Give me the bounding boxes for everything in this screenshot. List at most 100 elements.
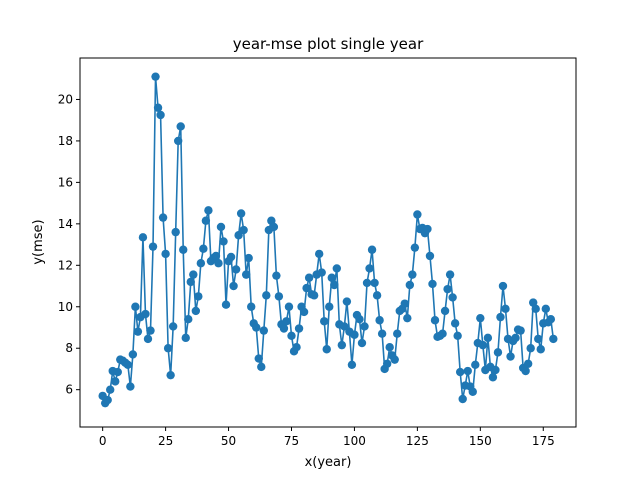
data-point <box>106 385 115 394</box>
data-point <box>405 280 415 290</box>
x-tick-label: 175 <box>532 434 555 448</box>
data-point <box>478 340 488 350</box>
data-point <box>201 216 211 225</box>
data-point <box>393 329 402 338</box>
data-point <box>423 224 432 234</box>
data-point <box>163 344 173 353</box>
data-point <box>476 313 485 323</box>
data-point <box>443 284 452 294</box>
data-point <box>365 264 374 273</box>
data-point <box>438 329 447 338</box>
data-point <box>448 293 457 302</box>
x-tick-label: 150 <box>469 434 492 448</box>
data-point <box>231 265 241 274</box>
data-point <box>274 292 284 301</box>
y-tick-label: 14 <box>58 217 73 231</box>
data-point <box>287 331 296 340</box>
data-point <box>362 278 372 288</box>
plot-area <box>98 72 558 408</box>
y-axis-ticks: 6 8 10 12 14 16 18 20 <box>58 92 80 397</box>
data-point <box>471 360 480 370</box>
data-point <box>322 345 331 354</box>
data-point <box>521 366 530 376</box>
data-point <box>148 242 158 251</box>
data-point <box>304 273 314 282</box>
data-point <box>176 122 185 131</box>
data-point <box>413 210 422 219</box>
data-point <box>342 297 352 306</box>
data-point <box>408 270 417 279</box>
data-point <box>536 345 545 354</box>
y-axis-label: y(mse) <box>31 219 46 264</box>
data-point <box>141 309 150 319</box>
data-point <box>184 315 193 324</box>
data-point <box>168 322 178 331</box>
data-point <box>161 249 170 259</box>
data-point <box>239 225 248 235</box>
data-point <box>131 302 140 311</box>
data-point <box>534 334 543 344</box>
data-point <box>279 324 289 333</box>
axes-frame <box>79 57 577 428</box>
data-point <box>360 322 369 331</box>
data-point <box>501 304 510 314</box>
y-tick-label: 8 <box>65 341 73 355</box>
data-point <box>377 329 387 338</box>
data-point <box>259 326 268 335</box>
data-point <box>262 291 271 300</box>
data-point <box>350 330 359 339</box>
y-tick-label: 16 <box>58 175 73 189</box>
data-point <box>440 306 450 316</box>
data-point <box>173 136 183 146</box>
data-point <box>214 259 223 268</box>
data-point <box>111 377 120 386</box>
data-point <box>511 333 520 343</box>
data-point <box>337 340 347 350</box>
data-point <box>428 279 437 289</box>
data-point <box>531 304 540 314</box>
data-point <box>403 313 412 323</box>
data-point <box>468 387 477 396</box>
data-point <box>156 110 165 120</box>
data-point <box>294 324 304 333</box>
data-point <box>196 259 206 268</box>
data-point <box>526 344 535 353</box>
data-point <box>143 334 153 344</box>
x-tick-label: 25 <box>158 434 173 448</box>
data-point <box>430 316 440 325</box>
data-point <box>453 331 462 340</box>
data-point <box>498 281 508 291</box>
data-point <box>458 394 467 404</box>
data-point <box>325 302 334 311</box>
data-point <box>133 327 143 336</box>
data-point <box>445 270 455 279</box>
x-axis-label: x(year) <box>305 455 352 470</box>
data-point <box>292 342 301 352</box>
data-point <box>199 244 208 253</box>
data-point <box>400 299 409 308</box>
data-point <box>390 355 399 364</box>
data-point <box>410 243 420 252</box>
data-point <box>385 342 394 352</box>
data-point <box>216 222 226 232</box>
data-point <box>375 316 384 325</box>
data-point <box>340 322 349 331</box>
data-point <box>382 359 392 368</box>
y-tick-label: 6 <box>65 383 73 397</box>
data-point <box>332 264 342 273</box>
data-point <box>151 72 160 81</box>
y-tick-label: 10 <box>58 300 73 314</box>
data-point <box>236 209 246 218</box>
data-point <box>211 251 221 261</box>
data-point <box>367 245 377 254</box>
data-point <box>254 354 263 363</box>
data-point <box>189 270 198 279</box>
data-point <box>181 333 190 343</box>
data-point <box>357 338 367 348</box>
data-point <box>113 367 122 377</box>
data-point <box>126 382 135 391</box>
chart-title: year-mse plot single year <box>233 35 424 53</box>
data-point <box>204 206 213 215</box>
data-point <box>226 252 236 262</box>
data-point <box>549 334 558 344</box>
